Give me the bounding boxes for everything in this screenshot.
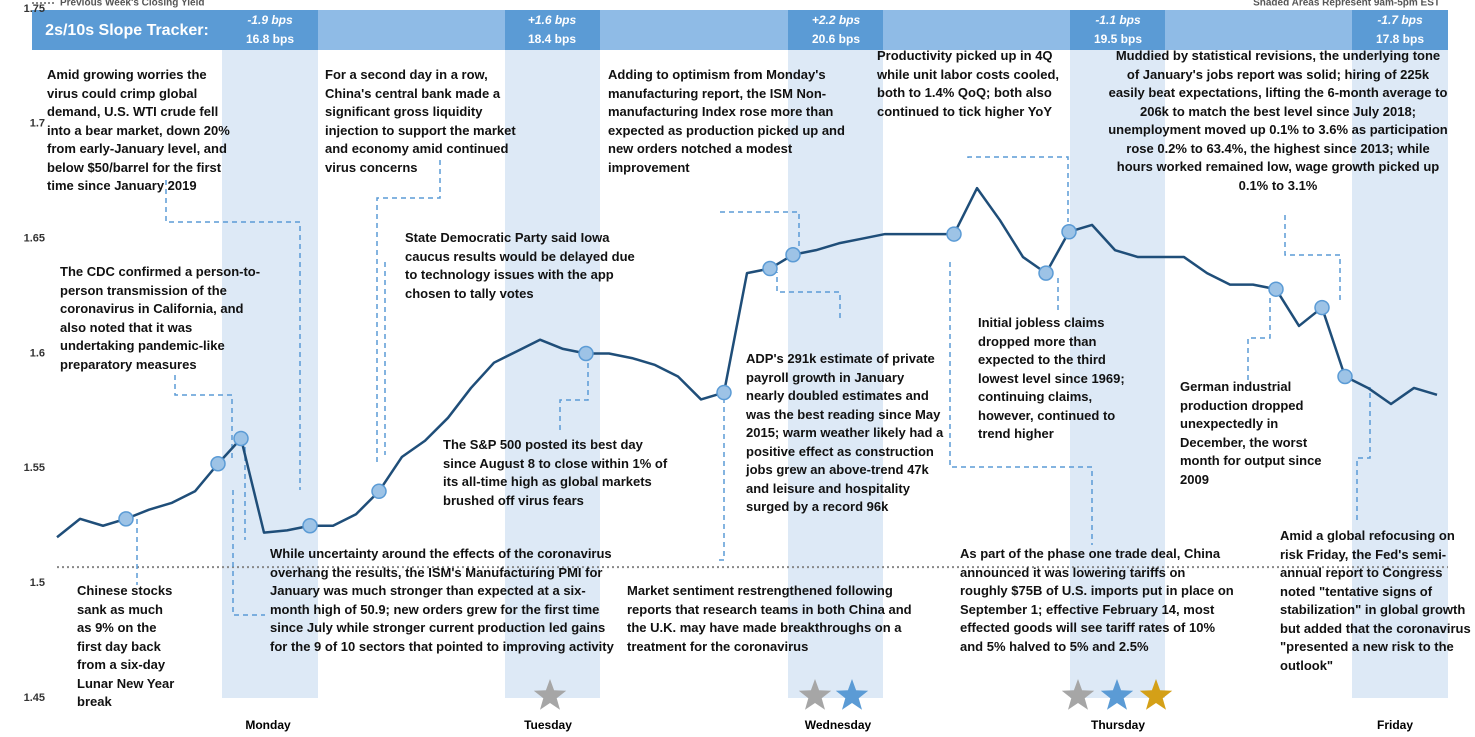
y-tick-label: 1.45 — [24, 692, 45, 704]
star-icon — [835, 679, 869, 710]
event-marker — [762, 260, 778, 277]
event-marker — [118, 511, 134, 527]
tracker-day-box — [222, 10, 318, 50]
event-marker — [210, 455, 226, 472]
annotation: The S&P 500 posted its best day since Au… — [443, 437, 668, 508]
tracker-level: 20.6 bps — [812, 32, 860, 46]
annotation: Initial jobless claims dropped more than… — [978, 315, 1125, 441]
star-icon — [1061, 679, 1095, 710]
leader-line — [1284, 215, 1341, 300]
annotation: For a second day in a row, China's centr… — [325, 67, 516, 175]
leader-line — [776, 272, 841, 318]
leader-line — [232, 490, 265, 616]
annotation: Adding to optimism from Monday's manufac… — [608, 67, 845, 175]
event-marker — [1061, 224, 1077, 240]
tracker-change: -1.9 bps — [247, 13, 293, 27]
tracker-change: +2.2 bps — [812, 13, 861, 27]
event-marker — [1038, 265, 1054, 281]
tracker-label: 2s/10s Slope Tracker: — [45, 22, 209, 39]
annotation: State Democratic Party said Iowa caucus … — [405, 230, 635, 301]
leader-line — [715, 398, 725, 561]
leader-line — [376, 160, 441, 462]
tracker-day-box — [1352, 10, 1448, 50]
shading-note: Shaded Areas Represent 9am-5pm EST — [1253, 0, 1440, 9]
event-marker — [785, 246, 801, 263]
annotation: Amid growing worries the virus could cri… — [47, 67, 230, 193]
y-tick-label: 1.65 — [24, 233, 45, 245]
annotation: German industrial production dropped une… — [1180, 379, 1322, 487]
session-shade — [1070, 10, 1165, 698]
annotation: Muddied by statistical revisions, the un… — [1108, 48, 1448, 193]
tracker-level: 16.8 bps — [246, 32, 294, 46]
x-tick-label: Friday — [1377, 718, 1413, 732]
event-marker — [233, 430, 249, 447]
tracker-label-box — [32, 10, 222, 50]
tracker-change: -1.1 bps — [1095, 13, 1141, 27]
leader-line — [949, 262, 1093, 545]
session-shade — [788, 10, 883, 698]
event-marker — [371, 483, 387, 500]
annotation: Amid a global refocusing on risk Friday,… — [1280, 528, 1471, 673]
x-tick-label: Wednesday — [805, 718, 872, 732]
star-icon — [1100, 679, 1134, 710]
legend-label: Previous Week's Closing Yield — [60, 0, 204, 9]
annotation: Chinese stocks sank as much as 9% on the… — [77, 583, 175, 709]
annotation: While uncertainty around the effects of … — [270, 546, 614, 654]
y-tick-label: 1.7 — [30, 118, 45, 130]
event-marker — [716, 384, 732, 401]
event-marker — [1337, 368, 1353, 385]
x-tick-label: Tuesday — [524, 718, 572, 732]
tracker-level: 18.4 bps — [528, 32, 576, 46]
leader-line — [1356, 387, 1371, 520]
annotation: ADP's 291k estimate of private payroll g… — [746, 351, 944, 514]
session-shade — [1352, 10, 1448, 698]
x-tick-label: Thursday — [1091, 718, 1145, 732]
y-tick-label: 1.5 — [30, 577, 45, 589]
tracker-change: +1.6 bps — [528, 13, 577, 27]
annotation: The CDC confirmed a person-to-person tra… — [60, 264, 261, 372]
star-icon — [533, 679, 567, 710]
yield-line — [56, 186, 1438, 539]
annotation: As part of the phase one trade deal, Chi… — [960, 546, 1234, 654]
tracker-day-box — [1070, 10, 1165, 50]
y-tick-label: 1.6 — [30, 347, 45, 359]
event-marker — [946, 226, 962, 242]
x-tick-label: Monday — [245, 718, 291, 732]
tracker-day-box — [788, 10, 883, 50]
y-tick-label: 1.55 — [24, 462, 45, 474]
tracker-change: -1.7 bps — [1377, 13, 1423, 27]
annotation: Productivity picked up in 4Q while unit … — [877, 48, 1060, 119]
event-marker — [1314, 299, 1330, 316]
y-tick-label: 1.75 — [24, 3, 45, 15]
tracker-level: 17.8 bps — [1376, 32, 1424, 46]
tracker-level: 19.5 bps — [1094, 32, 1142, 46]
leader-line — [165, 180, 301, 490]
star-icon — [1139, 679, 1173, 710]
leader-line — [720, 211, 800, 248]
tracker-day-box — [505, 10, 600, 50]
session-shade — [222, 10, 318, 698]
leader-line — [967, 156, 1069, 222]
leader-line — [174, 375, 233, 462]
annotation: Market sentiment restrengthened followin… — [627, 583, 912, 654]
event-marker — [578, 345, 594, 362]
event-marker — [1268, 281, 1284, 297]
star-icon — [798, 679, 832, 710]
leader-line — [1247, 296, 1271, 380]
event-marker — [302, 518, 318, 534]
